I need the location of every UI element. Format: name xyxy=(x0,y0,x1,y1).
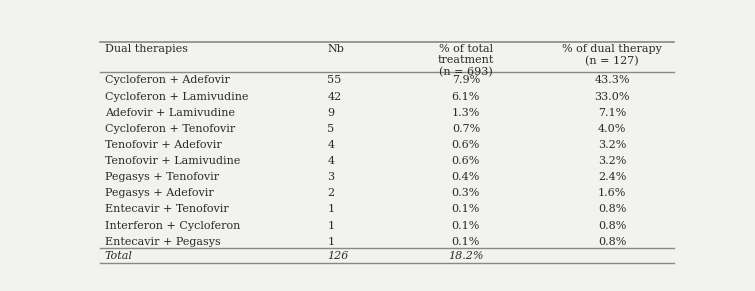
Text: Cycloferon + Tenofovir: Cycloferon + Tenofovir xyxy=(105,124,235,134)
Text: 0.3%: 0.3% xyxy=(451,188,480,198)
Text: 126: 126 xyxy=(327,251,349,261)
Text: 5: 5 xyxy=(327,124,334,134)
Text: 1.3%: 1.3% xyxy=(451,108,480,118)
Text: Interferon + Cycloferon: Interferon + Cycloferon xyxy=(105,221,240,230)
Text: 42: 42 xyxy=(327,92,341,102)
Text: 0.8%: 0.8% xyxy=(598,205,627,214)
Text: 7.9%: 7.9% xyxy=(451,75,480,85)
Text: Total: Total xyxy=(105,251,133,261)
Text: 6.1%: 6.1% xyxy=(451,92,480,102)
Text: 55: 55 xyxy=(327,75,341,85)
Text: 2.4%: 2.4% xyxy=(598,172,627,182)
Text: 9: 9 xyxy=(327,108,334,118)
Text: 0.1%: 0.1% xyxy=(451,221,480,230)
Text: 43.3%: 43.3% xyxy=(594,75,630,85)
Text: 18.2%: 18.2% xyxy=(448,251,484,261)
Text: 2: 2 xyxy=(327,188,334,198)
Text: 1.6%: 1.6% xyxy=(598,188,627,198)
Text: 33.0%: 33.0% xyxy=(594,92,630,102)
Text: Tenofovir + Adefovir: Tenofovir + Adefovir xyxy=(105,140,222,150)
Text: 3.2%: 3.2% xyxy=(598,156,627,166)
Text: Cycloferon + Adefovir: Cycloferon + Adefovir xyxy=(105,75,230,85)
Text: % of total
treatment
(n = 693): % of total treatment (n = 693) xyxy=(438,44,494,77)
Text: Entecavir + Pegasys: Entecavir + Pegasys xyxy=(105,237,220,247)
Text: Pegasys + Adefovir: Pegasys + Adefovir xyxy=(105,188,214,198)
Text: 0.8%: 0.8% xyxy=(598,221,627,230)
Text: 4.0%: 4.0% xyxy=(598,124,627,134)
Text: Tenofovir + Lamivudine: Tenofovir + Lamivudine xyxy=(105,156,240,166)
Text: 0.8%: 0.8% xyxy=(598,237,627,247)
Text: 1: 1 xyxy=(327,205,334,214)
Text: Entecavir + Tenofovir: Entecavir + Tenofovir xyxy=(105,205,229,214)
Text: 0.1%: 0.1% xyxy=(451,205,480,214)
Text: 3.2%: 3.2% xyxy=(598,140,627,150)
Text: 0.4%: 0.4% xyxy=(451,172,480,182)
Text: 1: 1 xyxy=(327,237,334,247)
Text: Dual therapies: Dual therapies xyxy=(105,44,188,54)
Text: 4: 4 xyxy=(327,140,334,150)
Text: 0.6%: 0.6% xyxy=(451,140,480,150)
Text: 0.6%: 0.6% xyxy=(451,156,480,166)
Text: 0.7%: 0.7% xyxy=(451,124,480,134)
Text: 7.1%: 7.1% xyxy=(598,108,627,118)
Text: 1: 1 xyxy=(327,221,334,230)
Text: Nb: Nb xyxy=(327,44,344,54)
Text: Adefovir + Lamivudine: Adefovir + Lamivudine xyxy=(105,108,235,118)
Text: 3: 3 xyxy=(327,172,334,182)
Text: Pegasys + Tenofovir: Pegasys + Tenofovir xyxy=(105,172,219,182)
Text: Cycloferon + Lamivudine: Cycloferon + Lamivudine xyxy=(105,92,248,102)
Text: 4: 4 xyxy=(327,156,334,166)
Text: 0.1%: 0.1% xyxy=(451,237,480,247)
Text: % of dual therapy
(n = 127): % of dual therapy (n = 127) xyxy=(562,44,662,66)
